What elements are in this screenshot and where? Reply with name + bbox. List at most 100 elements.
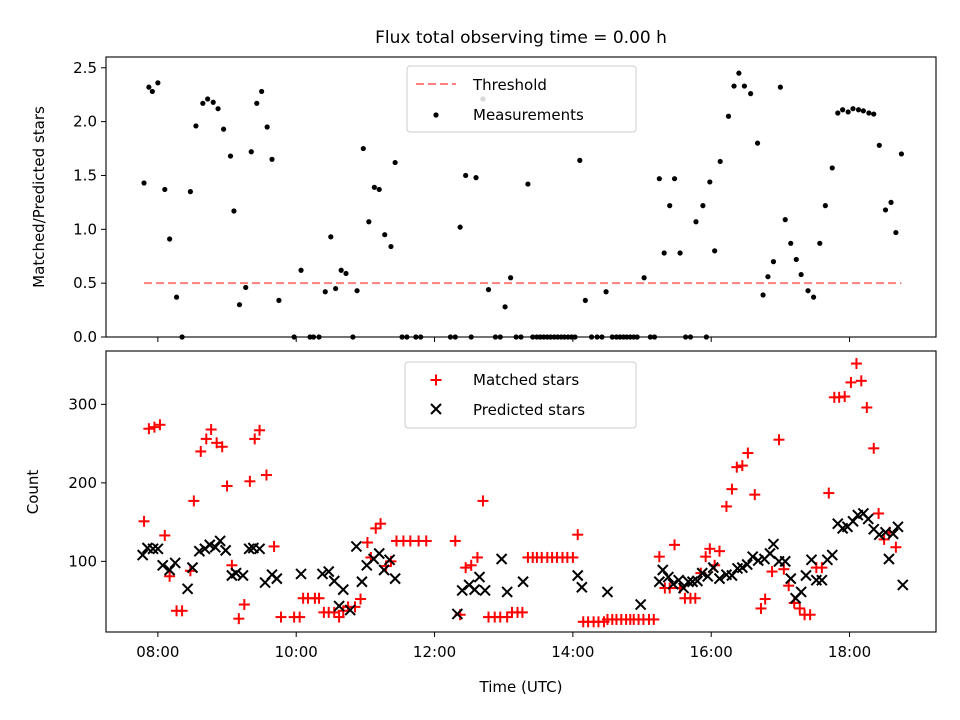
legend-predicted-label: Predicted stars: [473, 401, 585, 419]
matched-star-point: [850, 358, 862, 370]
matched-star-point: [823, 487, 835, 499]
predicted-star-point: [707, 561, 719, 574]
matched-star-point: [244, 475, 256, 487]
matched-star-point: [669, 539, 681, 551]
predicted-star-point-b: [726, 569, 738, 582]
bottom-legend: Matched stars Predicted stars: [404, 361, 637, 429]
predicted-star-point-b: [764, 547, 776, 560]
measurement-point: [748, 91, 754, 97]
predicted-star-point-b: [157, 559, 169, 571]
top-legend-frame: [406, 65, 637, 133]
measurement-point: [876, 142, 882, 148]
measurement-point: [866, 110, 872, 116]
matched-star-point: [313, 592, 325, 604]
measurement-point: [485, 287, 492, 293]
matched-star-point: [154, 419, 166, 431]
measurement-point: [388, 243, 394, 250]
predicted-star-point-b: [767, 538, 780, 550]
matched-star-point: [804, 609, 816, 621]
predicted-star-point-b: [657, 564, 669, 576]
predicted-star-point-b: [653, 576, 666, 588]
predicted-star-point: [152, 543, 164, 555]
measurement-point: [376, 186, 382, 193]
top-y-tick-label: 2.5: [73, 59, 97, 77]
predicted-star-point-b: [677, 582, 690, 594]
predicted-star-point: [271, 572, 283, 585]
legend-predicted-marker-b: [430, 403, 442, 415]
measurement-point: [798, 271, 804, 278]
measurement-point: [343, 270, 349, 277]
predicted-star-point: [767, 538, 780, 550]
predicted-star-point: [800, 569, 812, 582]
matched-star-point: [839, 391, 851, 403]
predicted-star-point: [473, 571, 486, 583]
matched-star-point: [249, 433, 261, 445]
measurement-point: [725, 113, 732, 119]
measurement-point: [269, 156, 275, 162]
legend-measurements-swatch: [433, 112, 439, 118]
predicted-star-point-b: [779, 555, 791, 568]
predicted-star-point: [230, 567, 242, 579]
measurement-point: [641, 275, 647, 281]
predicted-star-point: [373, 547, 385, 560]
measurement-point: [603, 289, 609, 295]
predicted-star-point-b: [501, 586, 513, 598]
predicted-star-point-b: [383, 554, 396, 566]
measurement-point: [227, 153, 234, 159]
matched-star-point: [845, 376, 857, 388]
matched-star-point: [755, 602, 767, 614]
bottom-y-tick-label: 100: [68, 552, 97, 570]
predicted-star-point-b: [378, 564, 390, 576]
matched-star-point: [254, 424, 266, 436]
measurement-point: [855, 107, 862, 113]
measurement-point: [167, 236, 173, 242]
predicted-star-point-b: [713, 572, 726, 585]
predicted-star-point: [667, 578, 679, 590]
predicted-star-point: [897, 579, 909, 591]
predicted-star-point: [741, 558, 753, 571]
measurement-point: [822, 203, 828, 209]
matched-star-point: [766, 566, 778, 578]
measurement-point: [366, 219, 372, 225]
measurement-point: [817, 240, 823, 246]
predicted-star-point-b: [141, 542, 154, 554]
predicted-star-point-b: [253, 543, 266, 555]
measurement-point: [671, 176, 678, 182]
matched-star-point: [689, 592, 701, 604]
predicted-star-point: [501, 586, 513, 598]
measurement-point: [149, 88, 155, 95]
measurement-point: [712, 248, 718, 254]
bottom-y-tick-label: 300: [68, 395, 97, 413]
predicted-star-point: [764, 547, 776, 560]
top-y-axis: 0.0 0.5 1.0 1.5 2.0 2.5: [73, 59, 106, 346]
matched-star-point: [736, 460, 748, 472]
matched-star-point: [501, 611, 513, 623]
matched-star-point: [221, 480, 233, 492]
measurement-point: [333, 285, 339, 292]
predicted-star-point: [657, 564, 669, 576]
matched-star-point: [460, 562, 472, 574]
predicted-star-point-b: [204, 539, 216, 551]
measurement-point: [146, 84, 152, 90]
x-axis-label: Time (UTC): [479, 678, 563, 696]
predicted-star-point-b: [451, 608, 464, 620]
predicted-star-point: [495, 553, 508, 565]
matched-star-point: [238, 599, 250, 611]
predicted-star-point: [601, 586, 614, 598]
predicted-star-point: [186, 561, 199, 574]
matched-star-point: [477, 495, 489, 507]
predicted-star-point: [323, 565, 335, 578]
measurement-point: [829, 165, 835, 171]
matched-star-point: [726, 483, 738, 495]
measurement-point: [850, 106, 856, 112]
predicted-star-point: [163, 564, 176, 576]
matched-star-point: [294, 611, 306, 623]
matched-star-point: [333, 611, 345, 623]
matched-star-point: [143, 423, 155, 435]
predicted-star-point-b: [720, 568, 733, 581]
predicted-star-point: [344, 604, 356, 616]
bottom-x-tick-label: 14:00: [551, 643, 594, 661]
predicted-star-point: [468, 583, 481, 596]
predicted-star-point: [785, 572, 797, 585]
